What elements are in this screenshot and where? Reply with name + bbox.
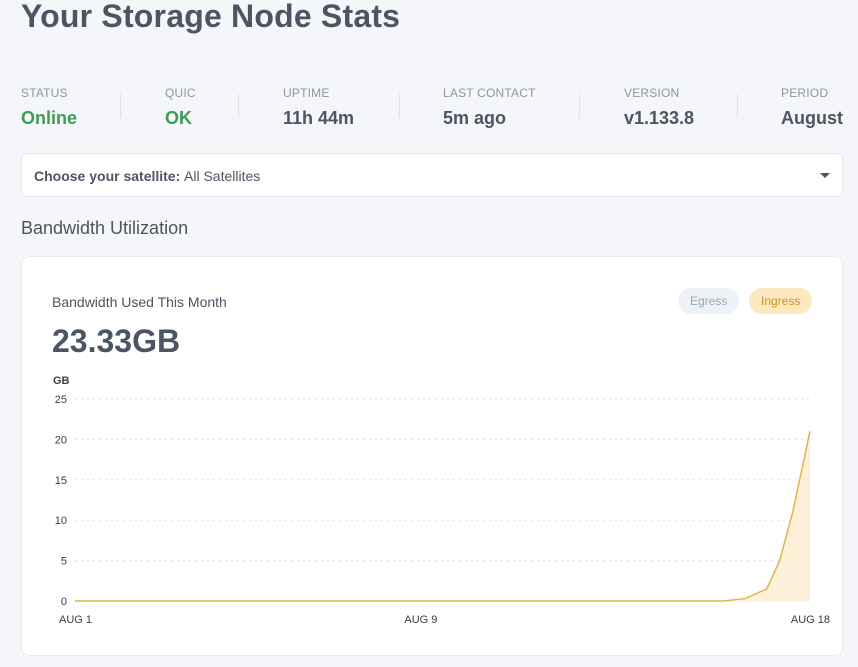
chevron-down-icon xyxy=(820,173,830,178)
stat-value: August xyxy=(781,108,843,128)
stat-value: v1.133.8 xyxy=(624,108,695,128)
stat-period: PERIOD August xyxy=(781,86,843,129)
stat-divider xyxy=(120,94,121,118)
page-title: Your Storage Node Stats xyxy=(21,0,401,34)
stat-divider xyxy=(579,94,580,118)
stat-label: STATUS xyxy=(21,86,68,100)
stat-value: OK xyxy=(165,108,192,128)
y-axis-unit: GB xyxy=(53,375,70,387)
ingress-line xyxy=(75,431,811,602)
x-tick-label: AUG 1 xyxy=(59,614,92,626)
stat-label: PERIOD xyxy=(781,86,829,100)
satellite-select-value: All Satellites xyxy=(184,168,261,184)
stat-status: STATUS Online xyxy=(21,86,77,129)
y-tick-label: 10 xyxy=(55,515,67,527)
satellite-select-label: Choose your satellite: xyxy=(34,168,181,184)
stat-label: VERSION xyxy=(624,86,680,100)
stat-divider xyxy=(238,94,239,118)
y-tick-label: 15 xyxy=(55,475,67,487)
ingress-area xyxy=(75,431,810,601)
stat-divider xyxy=(737,94,738,118)
legend-ingress[interactable]: Ingress xyxy=(749,288,813,314)
stat-uptime: UPTIME 11h 44m xyxy=(283,86,354,129)
stat-version: VERSION v1.133.8 xyxy=(624,86,694,129)
section-title: Bandwidth Utilization xyxy=(21,218,189,238)
satellite-select[interactable]: Choose your satellite: All Satellites xyxy=(21,153,843,197)
stat-label: UPTIME xyxy=(283,86,330,100)
legend-egress[interactable]: Egress xyxy=(678,288,740,314)
bandwidth-amount: 23.33GB xyxy=(52,323,181,359)
y-tick-label: 25 xyxy=(55,394,67,406)
stat-value: 5m ago xyxy=(443,108,507,128)
stats-row: STATUS Online QUIC OK UPTIME 11h 44m LAS… xyxy=(21,86,858,134)
y-tick-label: 20 xyxy=(55,434,67,446)
bandwidth-card: Bandwidth Used This Month 23.33GB Egress… xyxy=(21,256,843,656)
stat-value: 11h 44m xyxy=(283,108,355,128)
x-tick-label: AUG 9 xyxy=(404,614,437,626)
bandwidth-chart: GB 0 5 10 15 20 25 AUG 1 AUG 9 AUG 18 xyxy=(53,375,830,626)
y-tick-label: 0 xyxy=(61,596,67,608)
x-tick-label: AUG 18 xyxy=(791,614,830,626)
stat-label: LAST CONTACT xyxy=(443,86,536,100)
stat-quic: QUIC OK xyxy=(165,86,196,129)
stat-last-contact: LAST CONTACT 5m ago xyxy=(443,86,536,129)
stat-label: QUIC xyxy=(165,86,196,100)
stat-divider xyxy=(399,94,400,118)
card-subtitle: Bandwidth Used This Month xyxy=(52,294,227,310)
stat-value: Online xyxy=(21,108,78,128)
y-tick-label: 5 xyxy=(61,556,67,568)
